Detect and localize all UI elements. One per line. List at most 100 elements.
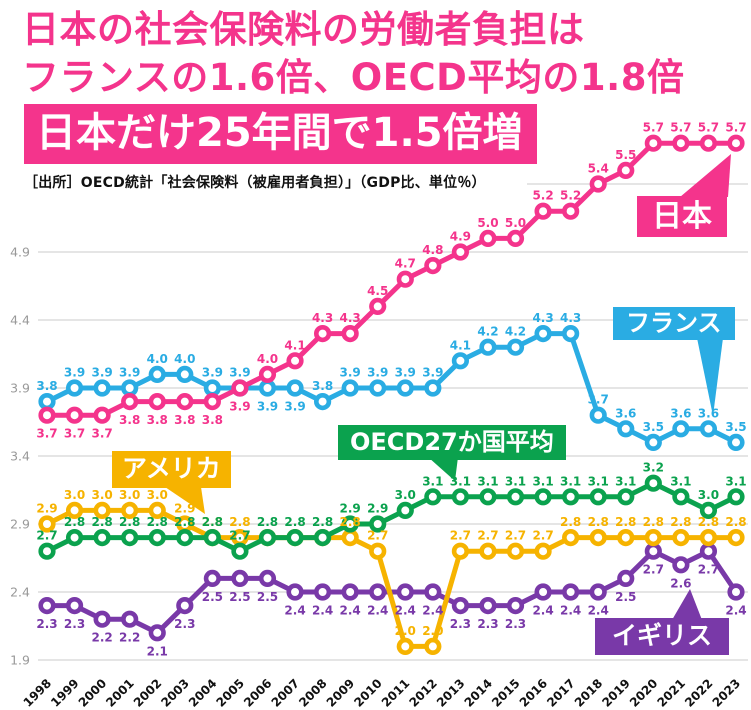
point-label-uk-2022: 2.7 xyxy=(698,563,719,577)
point-label-france-2000: 3.9 xyxy=(91,366,112,380)
point-label-japan-2001: 3.8 xyxy=(119,413,140,427)
point-usa-2001 xyxy=(121,501,139,520)
point-usa-2009 xyxy=(341,528,359,547)
point-label-france-1998: 3.8 xyxy=(36,379,57,393)
point-uk-2000 xyxy=(93,610,111,628)
point-label-usa-2022: 2.8 xyxy=(698,515,719,529)
point-oecd-2000 xyxy=(93,528,111,547)
point-japan-2021 xyxy=(672,134,690,152)
point-label-usa-2023: 2.8 xyxy=(725,515,746,529)
point-label-france-2013: 4.1 xyxy=(450,338,471,352)
x-tick-label-2012: 2012 xyxy=(406,676,440,710)
point-label-japan-2023: 5.7 xyxy=(725,121,746,135)
point-label-france-2015: 4.2 xyxy=(505,325,526,339)
point-label-usa-2013: 2.7 xyxy=(450,529,471,543)
point-label-japan-2000: 3.7 xyxy=(91,427,112,441)
point-oecd-2011 xyxy=(396,501,414,520)
point-label-uk-2018: 2.4 xyxy=(588,604,609,618)
point-usa-2017 xyxy=(562,528,580,547)
point-oecd-2020 xyxy=(644,474,662,492)
point-label-france-2005: 3.9 xyxy=(229,366,250,380)
point-label-france-2019: 3.6 xyxy=(615,406,636,420)
point-france-2014 xyxy=(479,338,497,356)
y-tick-label: 4.4 xyxy=(10,313,30,328)
point-france-2020 xyxy=(644,433,662,452)
point-label-oecd-2018: 3.1 xyxy=(588,474,609,488)
point-uk-2006 xyxy=(258,569,277,588)
x-tick-label-2001: 2001 xyxy=(103,676,137,710)
point-label-uk-2000: 2.2 xyxy=(91,631,112,645)
x-tick-label-2015: 2015 xyxy=(489,676,523,710)
point-oecd-2021 xyxy=(672,488,690,506)
x-tick-label-2010: 2010 xyxy=(351,676,385,710)
point-france-2000 xyxy=(93,379,111,397)
point-label-usa-2002: 3.0 xyxy=(147,488,168,502)
point-label-japan-2016: 5.2 xyxy=(532,189,553,203)
point-uk-2020 xyxy=(644,542,662,560)
point-label-oecd-1998: 2.7 xyxy=(36,529,57,543)
point-france-1998 xyxy=(38,393,56,411)
point-uk-2018 xyxy=(589,583,607,601)
point-usa-2016 xyxy=(534,542,552,560)
point-label-oecd-2021: 3.1 xyxy=(670,474,691,488)
point-label-uk-2013: 2.3 xyxy=(450,617,471,631)
point-label-uk-2023: 2.4 xyxy=(725,604,746,618)
x-tick-label-2004: 2004 xyxy=(186,676,220,710)
point-japan-2002 xyxy=(148,393,166,411)
point-france-2006 xyxy=(258,379,277,397)
page-title-line-1: 日本の社会保険料の労働者負担は xyxy=(22,8,585,51)
point-label-japan-2002: 3.8 xyxy=(147,413,168,427)
point-uk-2017 xyxy=(562,583,580,601)
point-label-usa-1999: 3.0 xyxy=(64,488,85,502)
point-label-usa-1998: 2.9 xyxy=(36,502,57,516)
point-uk-2012 xyxy=(424,583,442,601)
point-japan-2004 xyxy=(203,393,221,411)
point-japan-2008 xyxy=(314,325,332,343)
point-label-france-2010: 3.9 xyxy=(367,366,388,380)
point-label-usa-2020: 2.8 xyxy=(643,515,664,529)
x-tick-label-2023: 2023 xyxy=(710,676,744,710)
point-label-usa-2019: 2.8 xyxy=(615,515,636,529)
point-label-uk-2002: 2.1 xyxy=(147,644,168,658)
point-japan-2000 xyxy=(93,406,111,424)
point-label-usa-2012: 2.0 xyxy=(422,624,443,638)
point-label-usa-2005: 2.8 xyxy=(229,515,250,529)
point-label-oecd-2014: 3.1 xyxy=(477,474,498,488)
point-label-usa-2010: 2.7 xyxy=(367,529,388,543)
point-label-uk-1999: 2.3 xyxy=(64,617,85,631)
x-tick-label-2007: 2007 xyxy=(269,676,303,710)
point-oecd-1998 xyxy=(38,542,56,560)
point-france-2003 xyxy=(176,365,194,384)
point-japan-2001 xyxy=(121,393,139,411)
page-title-line-2: フランスの1.6倍、OECD平均の1.8倍 xyxy=(22,56,685,99)
point-france-2016 xyxy=(534,325,552,343)
point-label-oecd-2020: 3.2 xyxy=(643,461,664,475)
point-france-2013 xyxy=(451,352,470,370)
point-uk-2007 xyxy=(286,583,304,601)
point-japan-2020 xyxy=(644,134,662,152)
legend-pointer-uk xyxy=(672,589,702,620)
point-label-oecd-2015: 3.1 xyxy=(505,474,526,488)
point-label-uk-2005: 2.5 xyxy=(229,590,250,604)
point-label-france-2007: 3.9 xyxy=(284,400,305,414)
x-tick-label-2019: 2019 xyxy=(599,676,633,710)
point-uk-2015 xyxy=(506,596,525,615)
point-label-uk-2004: 2.5 xyxy=(202,590,223,604)
point-label-oecd-2006: 2.8 xyxy=(257,515,278,529)
point-japan-2010 xyxy=(369,297,387,316)
point-usa-2023 xyxy=(727,528,745,547)
point-label-uk-2003: 2.3 xyxy=(174,617,195,631)
point-label-usa-2016: 2.7 xyxy=(532,529,553,543)
point-usa-2010 xyxy=(369,542,387,560)
point-japan-2019 xyxy=(617,161,635,179)
point-uk-2008 xyxy=(314,583,332,601)
point-japan-2006 xyxy=(258,365,277,384)
point-label-france-2001: 3.9 xyxy=(119,366,140,380)
point-label-oecd-2016: 3.1 xyxy=(532,474,553,488)
point-label-japan-2007: 4.1 xyxy=(284,338,305,352)
point-label-japan-1999: 3.7 xyxy=(64,427,85,441)
point-uk-1998 xyxy=(38,596,56,615)
point-label-uk-2012: 2.4 xyxy=(422,604,443,618)
point-label-oecd-2013: 3.1 xyxy=(450,474,471,488)
